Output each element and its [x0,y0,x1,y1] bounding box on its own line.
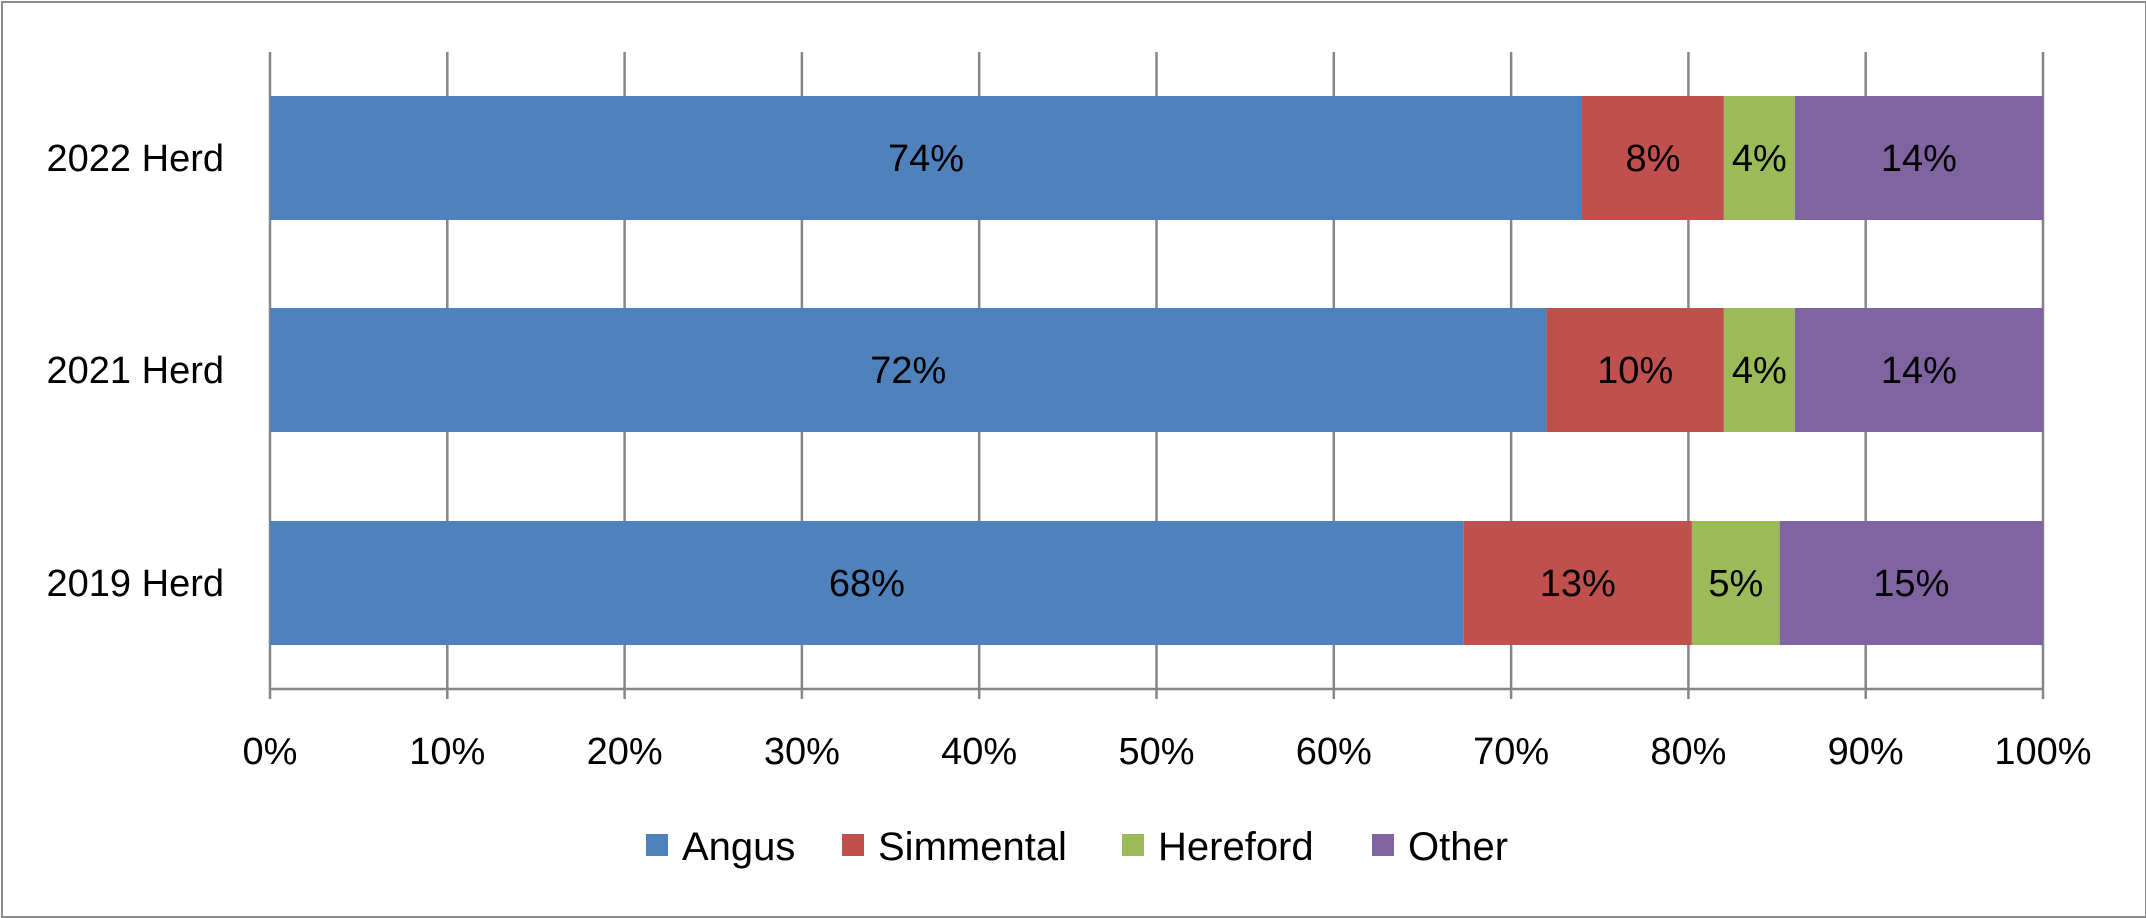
legend-item-hereford[interactable]: Hereford [1122,825,1314,869]
x-tick-label: 40% [941,731,1017,773]
data-label: 68% [829,563,905,605]
category-label: 2019 Herd [47,563,224,605]
category-labels: 2022 Herd 2021 Herd 2019 Herd [47,138,224,605]
bar-segment [1794,96,2043,220]
legend-label: Other [1408,825,1508,869]
bar-segment [270,96,1583,220]
data-label: 13% [1540,563,1616,605]
x-tick-label: 30% [764,731,840,773]
x-tick-label: 60% [1296,731,1372,773]
legend-label: Angus [682,825,795,869]
data-label: 72% [870,350,946,392]
category-label: 2022 Herd [47,138,224,180]
data-label: 74% [888,138,964,180]
legend-label: Simmental [878,825,1067,869]
data-label: 15% [1873,563,1949,605]
legend-item-other[interactable]: Other [1372,825,1508,869]
legend-swatch [1372,834,1394,856]
legend-item-simmental[interactable]: Simmental [842,825,1067,869]
x-tick-label: 80% [1650,731,1726,773]
data-label: 8% [1625,138,1680,180]
data-label: 4% [1732,138,1787,180]
legend-item-angus[interactable]: Angus [646,825,795,869]
legend[interactable]: Angus Simmental Hereford Other [646,825,1508,869]
x-tick-label: 100% [1994,731,2091,773]
bar-segment [270,308,1547,432]
x-tick-label: 10% [409,731,485,773]
data-label: 14% [1881,138,1957,180]
bar-segment [1463,521,1692,645]
category-label: 2021 Herd [47,350,224,392]
legend-swatch [842,834,864,856]
bars [270,96,2043,645]
bar-segment [1779,521,2043,645]
bar-segment [270,521,1464,645]
bar-segment [1582,96,1724,220]
x-tick-label: 0% [243,731,298,773]
bar-segment [1723,96,1795,220]
legend-swatch [646,834,668,856]
data-label: 4% [1732,350,1787,392]
data-label: 5% [1708,563,1763,605]
x-tick-label: 70% [1473,731,1549,773]
x-axis: 0% 10% 20% 30% 40% 50% 60% 70% 80% 90% 100% [243,687,2092,773]
x-tick-label: 50% [1118,731,1194,773]
bar-segment [1691,521,1780,645]
data-label: 14% [1881,350,1957,392]
bar-segment [1546,308,1724,432]
bar-segment [1794,308,2043,432]
x-tick-label: 90% [1828,731,1904,773]
bar-segment [1723,308,1795,432]
legend-swatch [1122,834,1144,856]
legend-label: Hereford [1158,825,1314,869]
data-labels: 74% 8% 4% 14% 72% 10% 4% 14% 68% 13% 5% 15% [829,138,1957,605]
data-label: 10% [1597,350,1673,392]
x-tick-label: 20% [587,731,663,773]
